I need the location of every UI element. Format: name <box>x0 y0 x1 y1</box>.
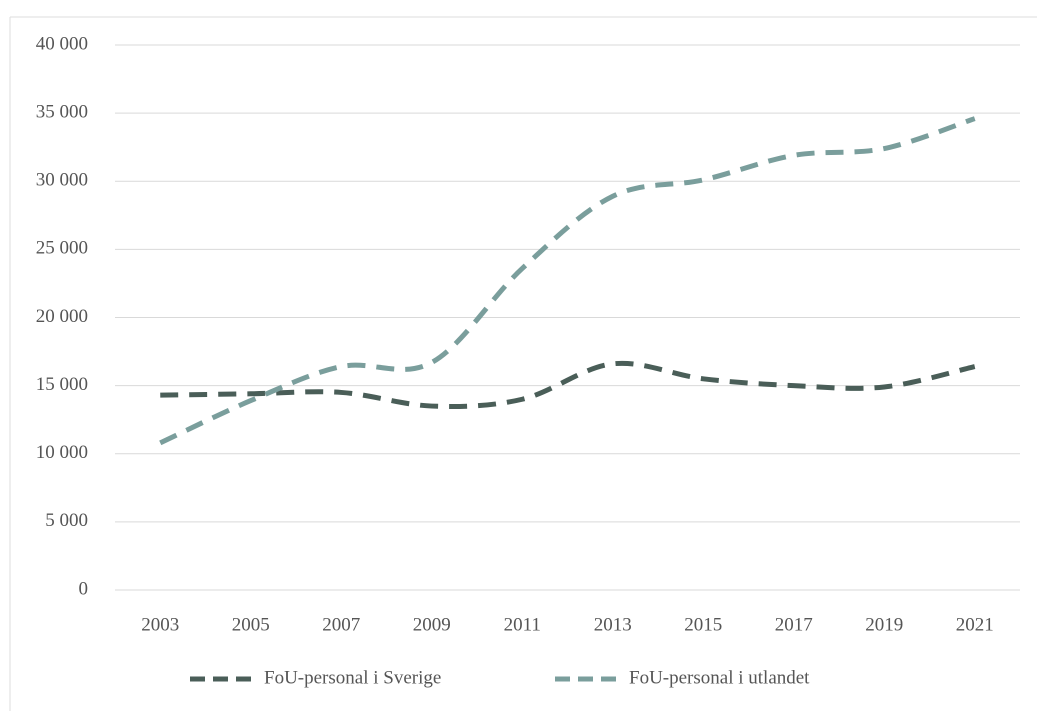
x-tick-label: 2009 <box>413 614 451 635</box>
x-tick-label: 2013 <box>594 614 632 635</box>
y-tick-label: 25 000 <box>36 238 88 259</box>
x-tick-label: 2017 <box>775 614 813 635</box>
x-tick-label: 2007 <box>322 614 360 635</box>
x-tick-label: 2003 <box>141 614 179 635</box>
series-line <box>159 116 976 446</box>
y-tick-label: 20 000 <box>36 306 88 327</box>
series-line <box>160 360 976 409</box>
x-tick-label: 2019 <box>865 614 903 635</box>
y-tick-label: 5 000 <box>45 510 88 531</box>
x-tick-label: 2005 <box>232 614 270 635</box>
x-tick-label: 2015 <box>684 614 722 635</box>
y-tick-label: 35 000 <box>36 101 88 122</box>
y-tick-label: 40 000 <box>36 33 88 54</box>
x-tick-label: 2011 <box>504 614 541 635</box>
y-tick-label: 30 000 <box>36 170 88 191</box>
legend-label: FoU-personal i utlandet <box>629 667 810 688</box>
x-tick-label: 2021 <box>956 614 994 635</box>
y-tick-label: 0 <box>79 578 89 599</box>
y-tick-label: 10 000 <box>36 442 88 463</box>
legend-label: FoU-personal i Sverige <box>264 667 441 688</box>
y-tick-label: 15 000 <box>36 374 88 395</box>
